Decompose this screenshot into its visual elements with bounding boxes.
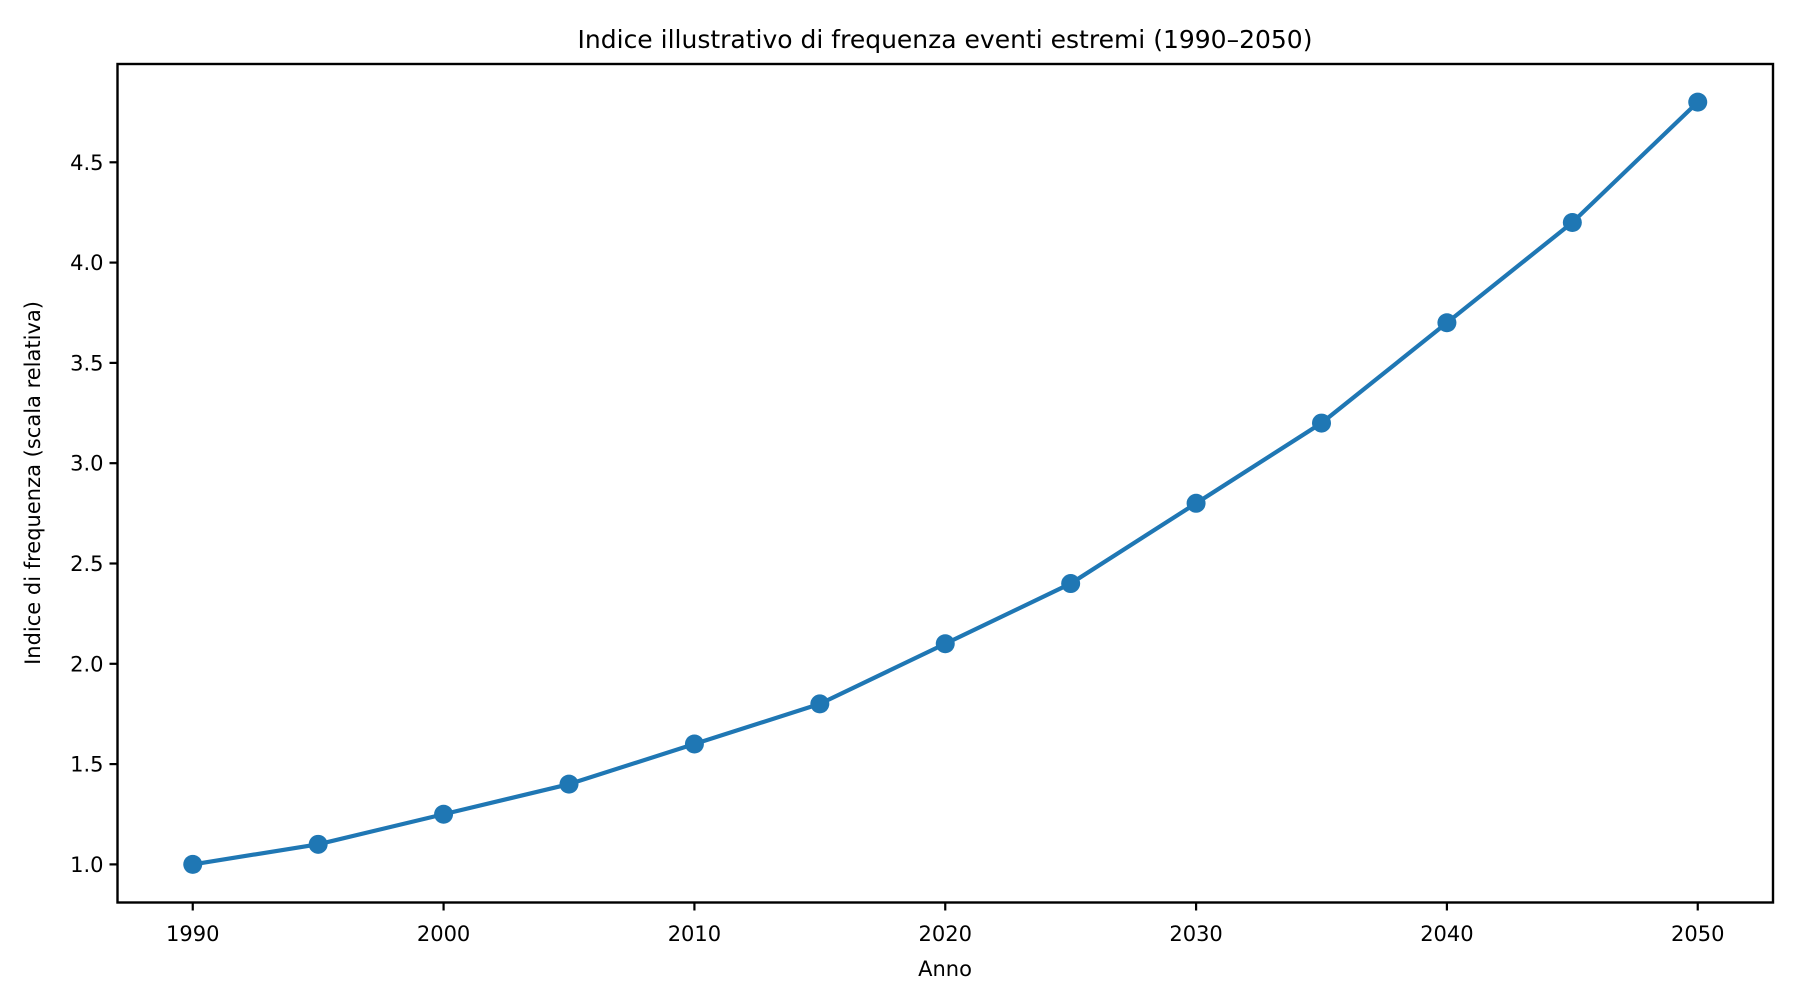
- y-tick-label: 1.0: [70, 853, 103, 877]
- plot-area: 1990 2000 2010 2020 2030 2040 2050 1.0 1.5 2.0 2.5…: [70, 62, 1775, 946]
- data-point: [1186, 493, 1206, 513]
- y-tick-label: 3.5: [70, 351, 103, 375]
- y-tick-label: 1.5: [70, 753, 103, 777]
- data-point: [1437, 313, 1457, 333]
- data-point: [810, 694, 830, 714]
- x-tick-label: 2030: [1169, 922, 1222, 946]
- chart-title: Indice illustrativo di frequenza eventi …: [578, 25, 1313, 54]
- x-tick-label: 2000: [417, 922, 470, 946]
- data-point: [308, 834, 328, 854]
- data-point: [684, 734, 704, 754]
- x-tick-label: 2010: [668, 922, 721, 946]
- y-axis-label: Indice di frequenza (scala relativa): [21, 301, 45, 665]
- x-tick-label: 2040: [1420, 922, 1473, 946]
- data-point: [559, 774, 579, 794]
- x-tick-label: 1990: [166, 922, 219, 946]
- axes-spines: [116, 62, 1775, 904]
- y-tick-label: 2.5: [70, 552, 103, 576]
- data-point: [1562, 212, 1582, 232]
- y-tick-label: 2.0: [70, 652, 103, 676]
- data-line: [190, 100, 1700, 867]
- data-point: [935, 634, 955, 654]
- x-tick-label: 2020: [919, 922, 972, 946]
- data-point: [1061, 574, 1081, 594]
- data-point: [434, 804, 454, 824]
- data-point: [1312, 413, 1331, 433]
- y-tick-label: 4.5: [70, 151, 103, 175]
- x-axis-label: Anno: [918, 957, 972, 981]
- y-tick-label: 3.0: [70, 452, 103, 476]
- data-point: [183, 854, 203, 874]
- data-point: [1688, 92, 1708, 112]
- y-tick-label: 4.0: [70, 251, 103, 275]
- x-tick-label: 2050: [1671, 922, 1724, 946]
